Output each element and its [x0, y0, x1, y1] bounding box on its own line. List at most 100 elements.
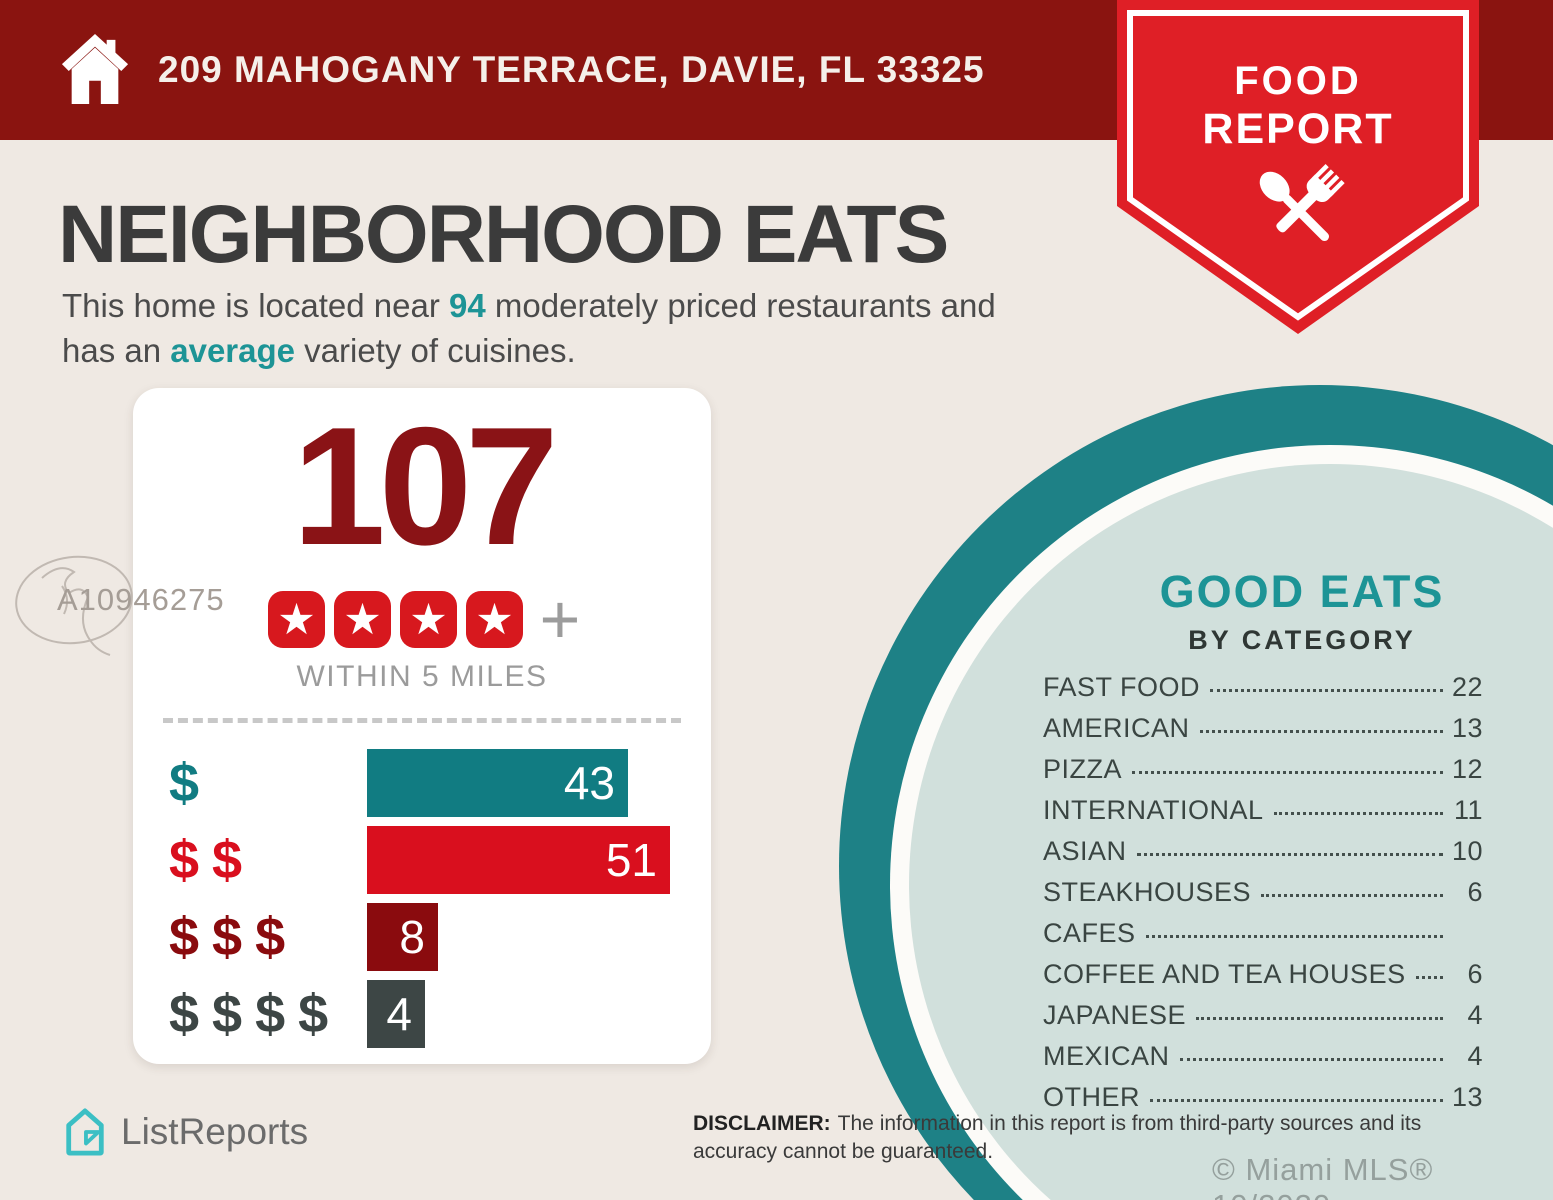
brand-house-icon	[66, 1108, 104, 1156]
category-value: 13	[1451, 1082, 1483, 1112]
category-row: MEXICAN 4	[1043, 1041, 1483, 1071]
bar-row: $$$$ 4	[169, 980, 711, 1048]
spoon-fork-icon	[1259, 164, 1345, 242]
bar: 43	[367, 749, 628, 817]
category-value: 12	[1451, 754, 1483, 784]
category-value: 6	[1467, 959, 1483, 989]
leader-dots	[1196, 1017, 1443, 1020]
star-icon: ★	[334, 590, 392, 648]
bar-row: $$$ 8	[169, 903, 711, 971]
leader-dots	[1150, 1099, 1443, 1102]
bar-label: $$$$	[169, 984, 342, 1044]
bar: 4	[367, 980, 425, 1048]
leader-dots	[1210, 689, 1443, 692]
category-value: 4	[1467, 1000, 1483, 1030]
price-bar-chart: $43 $$ 51 $$$ 8 $$$$ 4	[169, 749, 711, 1048]
category-row: JAPANESE 4	[1043, 1000, 1483, 1030]
category-row: OTHER 13	[1043, 1082, 1483, 1112]
food-report-ribbon: FOOD REPORT	[1117, 0, 1479, 334]
star-icon: ★	[268, 590, 326, 648]
bar-value: 4	[386, 988, 412, 1040]
mls-id-watermark: A10946275	[57, 582, 225, 617]
category-value: 6	[1467, 877, 1483, 907]
category-row: INTERNATIONAL 11	[1043, 795, 1483, 825]
home-icon	[61, 34, 129, 105]
bar-value: 43	[563, 757, 615, 809]
leader-dots	[1261, 894, 1443, 897]
bar-value: 8	[399, 911, 425, 963]
ribbon-shape	[1117, 0, 1479, 334]
good-eats-title: GOOD EATS	[1159, 566, 1445, 617]
ribbon-inner-border	[1127, 10, 1469, 321]
bar-value: 51	[605, 834, 657, 886]
leader-dots	[1199, 730, 1443, 733]
page-title: NEIGHBORHOOD EATS	[58, 189, 949, 280]
stats-card: 107 ★ ★ ★ ★ + WITHIN 5 MILES $43 $$ 51 $$$ 8 $$$…	[133, 388, 711, 1064]
leader-dots	[1415, 976, 1443, 979]
restaurant-count-inline: 94	[449, 287, 486, 324]
stars-holder: ★ ★ ★ ★	[264, 590, 528, 648]
category-value: 13	[1451, 713, 1483, 743]
category-label: MEXICAN	[1043, 1041, 1170, 1071]
category-label: STEAKHOUSES	[1043, 877, 1252, 907]
bar-label: $$$	[169, 907, 299, 967]
leader-dots	[1132, 771, 1443, 774]
subtitle-text: moderately priced restaurants and	[485, 287, 996, 324]
category-label: AMERICAN	[1043, 713, 1190, 743]
leader-dots	[1179, 1058, 1443, 1061]
category-label: CAFES	[1043, 918, 1136, 948]
variety-highlight: average	[170, 331, 296, 369]
category-row: AMERICAN 13	[1043, 713, 1483, 743]
category-value: 22	[1451, 672, 1483, 702]
dashed-divider	[163, 718, 681, 723]
category-row: STEAKHOUSES 6	[1043, 877, 1483, 907]
bar-row: $43	[169, 749, 711, 817]
bar-label: $$	[169, 830, 256, 890]
category-row: PIZZA 12	[1043, 754, 1483, 784]
mls-credit-watermark: © Miami MLS® 10/2020	[1212, 1152, 1434, 1200]
disclaimer-line2: accuracy cannot be guaranteed.	[693, 1139, 994, 1163]
mls-scribble-icon	[15, 555, 133, 656]
radius-caption: WITHIN 5 MILES	[296, 660, 548, 693]
disclaimer-label: DISCLAIMER:	[693, 1112, 831, 1135]
star-rating: ★ ★ ★ ★ +	[133, 580, 711, 658]
bar: 8	[367, 903, 438, 971]
star-icon: ★	[400, 590, 458, 648]
listreports-logo: ListReports	[62, 1106, 308, 1158]
category-row: COFFEE AND TEA HOUSES 6	[1043, 959, 1483, 989]
restaurant-total: 107	[292, 392, 558, 580]
category-value: 10	[1451, 836, 1483, 866]
bar: 51	[367, 826, 670, 894]
plus-icon: +	[539, 580, 581, 658]
disclaimer: DISCLAIMER: The information in this repor…	[693, 1110, 1553, 1165]
category-label: JAPANESE	[1043, 1000, 1187, 1030]
subtitle-text: has an	[62, 331, 171, 369]
good-eats-header: GOOD EATS BY CATEGORY	[1052, 566, 1552, 656]
subtitle-text: This home is located near	[62, 287, 450, 324]
category-row: CAFES	[1043, 918, 1483, 948]
category-row: ASIAN 10	[1043, 836, 1483, 866]
ribbon-line2: REPORT	[1202, 105, 1393, 153]
category-label: PIZZA	[1043, 754, 1123, 784]
bar-row: $$ 51	[169, 826, 711, 894]
leader-dots	[1145, 935, 1443, 938]
star-icon: ★	[466, 590, 524, 648]
brand-name: ListReports	[121, 1111, 309, 1152]
bar-label: $	[169, 753, 213, 813]
leader-dots	[1136, 853, 1443, 856]
category-value: 4	[1467, 1041, 1483, 1071]
category-label: INTERNATIONAL	[1043, 795, 1264, 825]
category-value: 11	[1453, 795, 1483, 825]
category-label: COFFEE AND TEA HOUSES	[1043, 959, 1406, 989]
ribbon-line1: FOOD	[1234, 59, 1362, 103]
leader-dots	[1273, 812, 1443, 815]
subtitle-text: variety of cuisines.	[295, 331, 576, 369]
category-row: FAST FOOD 22	[1043, 672, 1483, 702]
good-eats-subtitle: BY CATEGORY	[1188, 625, 1416, 655]
property-address: 209 MAHOGANY TERRACE, DAVIE, FL 33325	[158, 49, 985, 90]
category-label: ASIAN	[1043, 836, 1127, 866]
disclaimer-line1: The information in this report is from t…	[837, 1112, 1422, 1135]
category-list: FAST FOOD 22 AMERICAN 13 PIZZA 12 INTERNATIONA…	[1043, 672, 1483, 1123]
category-label: OTHER	[1043, 1082, 1140, 1112]
